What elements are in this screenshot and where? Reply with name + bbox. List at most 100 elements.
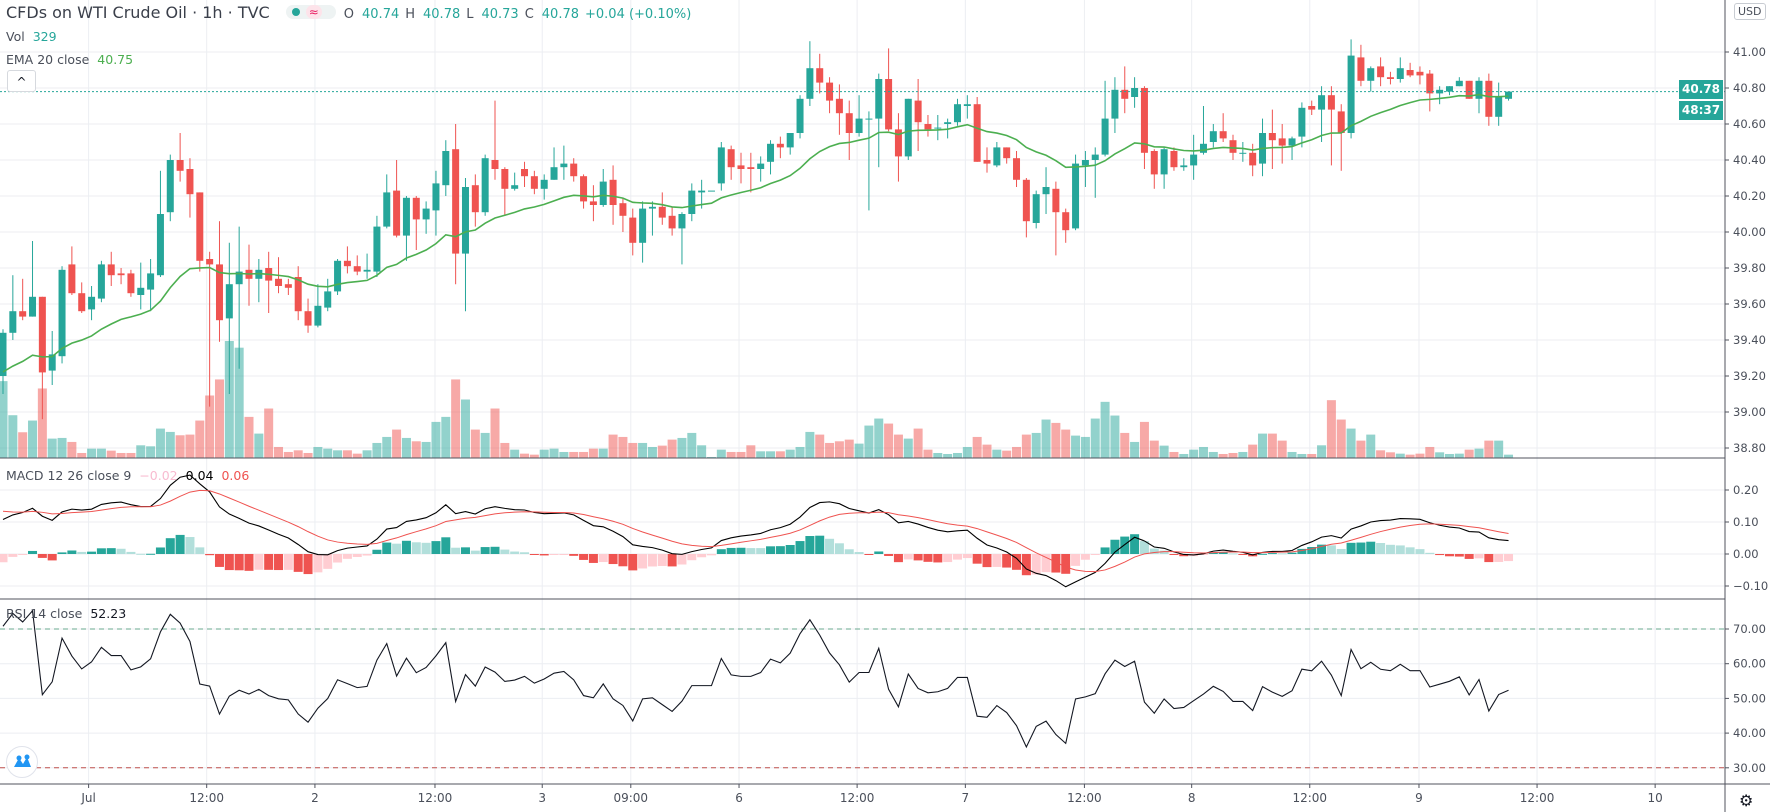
volume-bar [96, 448, 106, 458]
candle-body [983, 160, 991, 164]
macd-histogram-bar [392, 543, 402, 554]
settings-gear-icon[interactable]: ⚙ [1739, 791, 1754, 810]
volume-bar [510, 449, 520, 458]
candle-body [678, 214, 686, 229]
candle-body [1249, 152, 1257, 166]
volume-bar [647, 446, 657, 458]
macd-histogram-bar [766, 546, 776, 554]
close-value: 40.78 [541, 7, 579, 22]
candle-body [560, 163, 568, 168]
candle-body [1298, 107, 1306, 137]
volume-bar [28, 420, 38, 458]
macd-histogram-bar [77, 551, 87, 554]
candle-body [68, 264, 76, 294]
currency-button[interactable]: USD [1734, 3, 1766, 20]
candle-body [1101, 118, 1109, 155]
volume-bar [1208, 451, 1218, 458]
volume-bar [47, 438, 57, 458]
candle-body [580, 176, 588, 202]
high-value: 40.78 [423, 7, 461, 22]
volume-bar [1021, 434, 1031, 458]
rsi-legend[interactable]: RSI 14 close 52.23 [6, 606, 134, 621]
volume-bar [618, 436, 628, 458]
candle-body [875, 79, 883, 119]
volume-bar [815, 434, 825, 458]
volume-bar [392, 429, 402, 458]
macd-histogram-bar [87, 551, 97, 554]
macd-histogram-bar [972, 554, 982, 564]
volume-bar [1258, 433, 1268, 458]
candle-body [629, 217, 637, 243]
volume-bar [775, 451, 785, 458]
volume-bar [874, 418, 884, 458]
volume-bar [1336, 419, 1346, 458]
candle-body [38, 296, 46, 373]
candle-body [599, 181, 607, 205]
collapse-legend-button[interactable]: ^ [7, 70, 36, 92]
volume-bar [795, 446, 805, 458]
candle-body [757, 163, 765, 169]
candle-body [993, 147, 1001, 166]
volume-bar [1444, 453, 1454, 458]
candle-body [668, 215, 676, 229]
volume-bar [1385, 452, 1395, 458]
macd-signal-value: 0.06 [221, 468, 250, 483]
macd-histogram-bar [903, 554, 913, 560]
volume-bar [8, 415, 18, 458]
macd-tick-label: 0.10 [1733, 515, 1759, 529]
macd-histogram-bar [1376, 543, 1386, 554]
volume-bar [175, 435, 185, 458]
volume-legend[interactable]: Vol 329 [6, 29, 65, 44]
rsi-line [2, 609, 1509, 749]
macd-histogram-bar [106, 548, 116, 554]
volume-bar [579, 451, 589, 458]
candle-body [422, 208, 430, 220]
macd-pane [0, 474, 1514, 588]
macd-histogram-bar [647, 554, 657, 567]
volume-bar [1169, 451, 1179, 458]
candle-body [924, 124, 932, 130]
candle-body [1278, 138, 1286, 146]
candle-body [97, 264, 105, 299]
candle-body [156, 214, 164, 276]
volume-bar [893, 434, 903, 458]
macd-histogram-bar [1021, 554, 1031, 576]
macd-histogram-bar [775, 546, 785, 554]
candle-body [767, 143, 775, 162]
macd-histogram-bar [1336, 548, 1346, 554]
volume-bar [1287, 451, 1297, 458]
candle-body [717, 147, 725, 184]
candle-body [481, 158, 489, 213]
candle-body [452, 149, 460, 254]
candle-body [461, 187, 469, 254]
tradingview-logo[interactable] [6, 746, 38, 778]
volume-bar [785, 449, 795, 458]
candle-body [1465, 80, 1473, 99]
candle-body [1367, 68, 1375, 81]
volume-bar [559, 451, 569, 458]
macd-histogram-bar [1228, 553, 1238, 555]
macd-histogram-bar [598, 554, 608, 563]
candle-body [393, 190, 401, 236]
macd-hist-value: −0.02 [139, 468, 178, 483]
volume-bar [411, 441, 421, 458]
volume-bar [313, 446, 323, 458]
macd-histogram-bar [736, 547, 746, 554]
time-tick-label: 12:00 [840, 791, 875, 805]
candle-body [1209, 131, 1217, 142]
macd-legend[interactable]: MACD 12 26 close 9 −0.02 0.04 0.06 [6, 468, 257, 483]
macd-histogram-bar [844, 549, 854, 554]
macd-histogram-bar [962, 554, 972, 559]
macd-histogram-bar [1395, 545, 1405, 554]
candle-body [1308, 106, 1316, 110]
macd-histogram-bar [1366, 541, 1376, 554]
price-tick-label: 39.20 [1733, 369, 1766, 383]
symbol-title[interactable]: CFDs on WTI Crude Oil · 1h · TVC [6, 3, 270, 22]
time-tick-label: 7 [962, 791, 970, 805]
volume-bar [116, 452, 126, 458]
ema-legend[interactable]: EMA 20 close 40.75 [6, 52, 141, 67]
status-pills[interactable]: ≈ [285, 5, 336, 19]
low-label: L [466, 7, 474, 22]
rsi-tick-label: 40.00 [1733, 726, 1766, 740]
